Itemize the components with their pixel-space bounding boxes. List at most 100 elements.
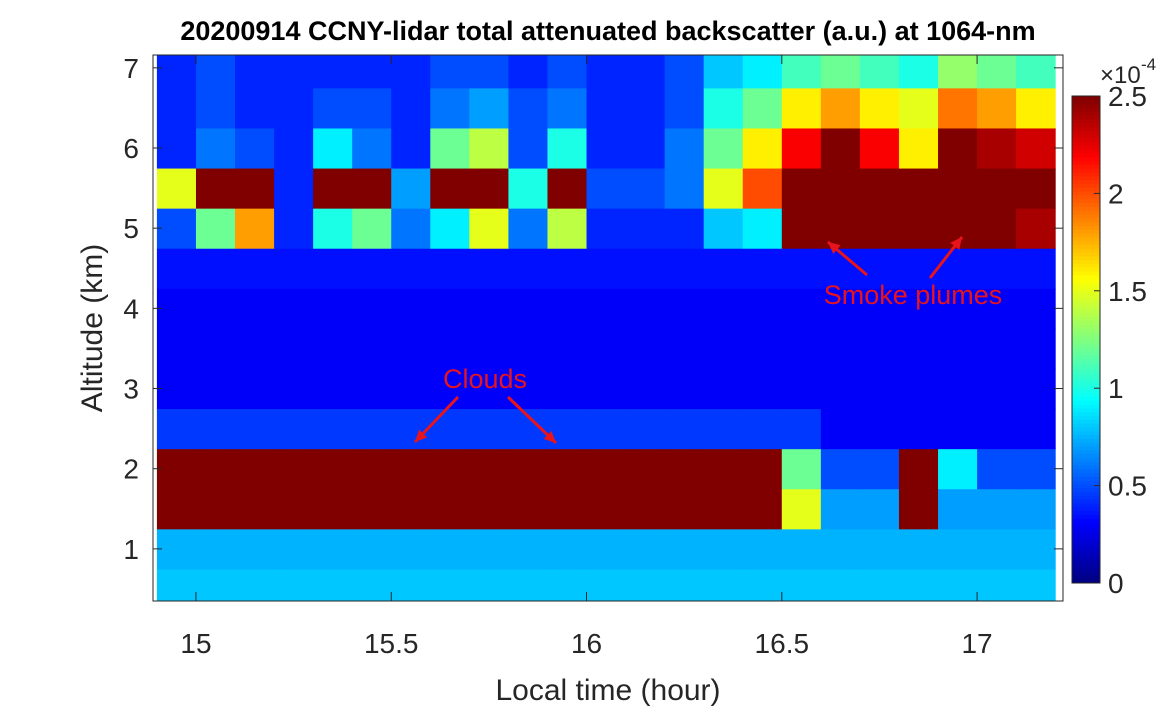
heatmap-cell [938,408,978,450]
colorbar-swatch [1072,335,1100,340]
heatmap-cell [859,488,900,530]
heatmap-cell [469,87,509,129]
heatmap-cell [547,368,588,410]
heatmap-cell [235,448,275,490]
heatmap-cell [1016,208,1056,249]
colorbar-swatch [1072,563,1100,569]
chart-title: 20200914 CCNY-lidar total attenuated bac… [180,16,1035,46]
annotation-text: Smoke plumes [824,280,1003,310]
heatmap-cell [274,168,314,209]
heatmap-cell [625,87,666,129]
heatmap-cell [547,328,588,369]
colorbar-swatch [1072,552,1100,557]
heatmap-cell [156,528,197,570]
colorbar-swatch [1072,480,1100,485]
heatmap-cell [274,127,314,169]
heatmap-cell [391,568,431,601]
heatmap-cell [235,328,275,369]
y-axis-label: Altitude (km) [76,244,109,412]
heatmap-cell [1016,408,1056,450]
heatmap-cell [781,87,822,129]
heatmap-cell [664,127,705,169]
heatmap-cell [703,328,744,369]
heatmap-cell [586,87,627,129]
heatmap-cell [898,168,939,209]
heatmap-cell [625,248,666,289]
heatmap-cell [625,408,666,450]
colorbar-swatch [1072,404,1100,409]
heatmap-cell [586,488,627,530]
heatmap-cell [235,488,275,530]
heatmap-cell [938,168,978,209]
colorbar-swatch [1072,396,1100,401]
colorbar-swatch [1072,293,1100,299]
colorbar-swatch [1072,446,1100,451]
heatmap-cell [352,87,392,129]
heatmap-cell [274,528,314,570]
colorbar-swatch [1072,118,1100,124]
heatmap-cell [430,87,470,129]
colorbar-swatch [1072,134,1100,139]
heatmap-cell [664,368,705,410]
colorbar-swatch [1072,434,1100,439]
heatmap-cell [313,408,353,450]
heatmap-cell [820,528,861,570]
colorbar-swatch [1072,153,1100,158]
heatmap-cell [156,368,197,410]
colorbar-swatch [1072,411,1100,417]
heatmap-cell [430,568,470,601]
colorbar-swatch [1072,164,1100,169]
colorbar-swatch [1072,541,1100,546]
colorbar-exponent: -4 [1141,55,1156,74]
colorbar-swatch [1072,206,1100,211]
heatmap-cell [859,127,900,169]
heatmap-cell [781,127,822,169]
heatmap-cell [898,248,939,289]
heatmap-cell [742,208,783,249]
heatmap-cell [547,488,588,530]
heatmap-cell [469,328,509,369]
heatmap-cell [274,568,314,601]
heatmap-cell [508,168,548,209]
colorbar-tick-label: 0 [1108,568,1124,599]
heatmap-cell [938,528,978,570]
x-tick-label: 16 [571,628,602,659]
heatmap-cell [313,528,353,570]
heatmap-cell [664,568,705,601]
heatmap-cell [742,55,783,89]
heatmap-cell [235,248,275,289]
heatmap-cell [1016,328,1056,369]
heatmap-cell [235,127,275,169]
colorbar-swatch [1072,137,1100,143]
heatmap-cell [977,408,1017,450]
heatmap-cell [977,288,1017,329]
colorbar-swatch [1072,278,1100,283]
heatmap-cell [977,87,1017,129]
heatmap-cell [977,448,1017,490]
heatmap-cell [938,288,978,329]
heatmap-cell [235,528,275,570]
heatmap-cell [703,448,744,490]
y-tick-label: 6 [123,133,139,164]
colorbar-swatch [1072,286,1100,291]
heatmap-cell [469,368,509,410]
colorbar-swatch [1072,145,1100,150]
heatmap-cell [625,168,666,209]
colorbar-swatch [1072,423,1100,428]
heatmap-cell [781,55,822,89]
heatmap-cell [274,288,314,329]
heatmap-cell [898,448,939,490]
heatmap-cell [195,568,236,601]
heatmap-cell [938,568,978,601]
annotation-arrowhead [415,429,428,442]
heatmap-cell [859,248,900,289]
heatmap-cell [781,568,822,601]
heatmap-cell [547,568,588,601]
heatmap-cell [625,528,666,570]
heatmap-cell [625,568,666,601]
colorbar-swatch [1072,369,1100,375]
heatmap-cell [742,408,783,450]
colorbar-swatch [1072,377,1100,382]
heatmap-cell [938,328,978,369]
colorbar-swatch [1072,175,1100,181]
